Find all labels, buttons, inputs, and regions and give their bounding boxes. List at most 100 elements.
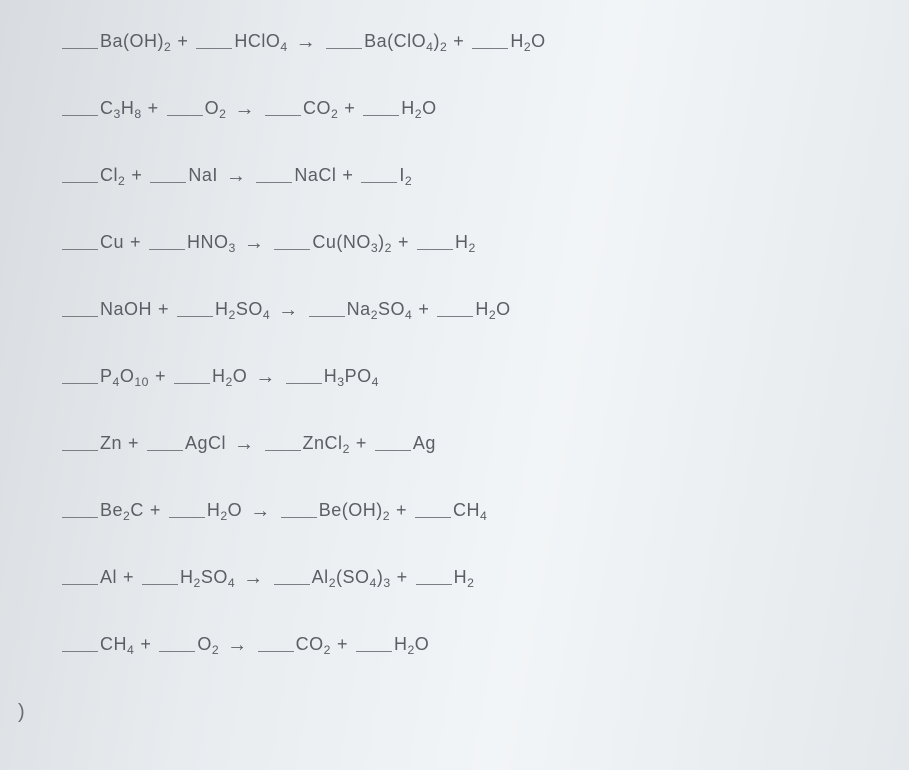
coefficient-blank[interactable]: [62, 34, 98, 49]
equation-row: Ba(OH)2+HClO4→Ba(ClO4)2+H2O: [60, 30, 889, 53]
chemical-species: Al: [100, 567, 117, 588]
chemical-species: H2: [455, 232, 476, 253]
chemical-species: NaCl: [294, 165, 336, 186]
chemical-species: Be(OH)2: [319, 500, 390, 521]
coefficient-blank[interactable]: [356, 637, 392, 652]
coefficient-blank[interactable]: [437, 302, 473, 317]
reaction-arrow: →: [234, 98, 255, 121]
reaction-arrow: →: [243, 567, 264, 590]
coefficient-blank[interactable]: [281, 503, 317, 518]
plus-sign: +: [140, 634, 151, 655]
chemical-species: C3H8: [100, 98, 142, 119]
chemical-species: CO2: [296, 634, 331, 655]
equation-row: Cl2 + NaI → NaCl + I2: [60, 164, 889, 187]
coefficient-blank[interactable]: [177, 302, 213, 317]
chemical-species: H2: [454, 567, 475, 588]
chemical-species: H3PO4: [324, 366, 379, 387]
stray-paren: ): [18, 701, 25, 724]
coefficient-blank[interactable]: [149, 235, 185, 250]
coefficient-blank[interactable]: [361, 168, 397, 183]
plus-sign: +: [150, 500, 161, 521]
plus-sign: +: [342, 165, 353, 186]
chemical-species: H2O: [212, 366, 247, 387]
chemical-species: H2O: [401, 98, 436, 119]
coefficient-blank[interactable]: [62, 101, 98, 116]
chemical-species: Ag: [413, 433, 436, 454]
chemical-species: NaI: [188, 165, 218, 186]
reaction-arrow: →: [244, 232, 265, 255]
chemical-species: H2SO4: [180, 567, 235, 588]
coefficient-blank[interactable]: [286, 369, 322, 384]
chemical-species: HNO3: [187, 232, 236, 253]
plus-sign: +: [128, 433, 139, 454]
plus-sign: +: [356, 433, 367, 454]
coefficient-blank[interactable]: [375, 436, 411, 451]
reaction-arrow: →: [278, 299, 299, 322]
chemical-species: Cl2: [100, 165, 125, 186]
plus-sign: +: [344, 98, 355, 119]
chemical-species: I2: [399, 165, 412, 186]
reaction-arrow: →: [226, 165, 247, 188]
coefficient-blank[interactable]: [274, 235, 310, 250]
coefficient-blank[interactable]: [167, 101, 203, 116]
chemical-species: CH4: [100, 634, 134, 655]
chemical-species: H2O: [207, 500, 242, 521]
reaction-arrow: →: [250, 500, 271, 523]
equation-row: Be2C + H2O → Be(OH)2 + CH4: [60, 499, 889, 522]
chemical-species: CO2: [303, 98, 338, 119]
coefficient-blank[interactable]: [326, 34, 362, 49]
worksheet-page: Ba(OH)2+HClO4→Ba(ClO4)2+H2OC3H8+O2→CO2+H…: [0, 0, 909, 770]
coefficient-blank[interactable]: [62, 637, 98, 652]
reaction-arrow: →: [234, 433, 255, 456]
coefficient-blank[interactable]: [62, 369, 98, 384]
coefficient-blank[interactable]: [174, 369, 210, 384]
chemical-species: Ba(OH)2: [100, 31, 171, 52]
plus-sign: +: [148, 98, 159, 119]
coefficient-blank[interactable]: [417, 235, 453, 250]
chemical-species: Al2(SO4)3: [312, 567, 391, 588]
coefficient-blank[interactable]: [142, 570, 178, 585]
equation-row: C3H8+O2→CO2+H2O: [60, 97, 889, 120]
chemical-species: H2O: [394, 634, 429, 655]
chemical-species: NaOH: [100, 299, 152, 320]
reaction-arrow: →: [227, 634, 248, 657]
coefficient-blank[interactable]: [150, 168, 186, 183]
chemical-species: Na2SO4: [347, 299, 413, 320]
chemical-species: Be2C: [100, 500, 144, 521]
coefficient-blank[interactable]: [62, 503, 98, 518]
coefficient-blank[interactable]: [159, 637, 195, 652]
plus-sign: +: [396, 500, 407, 521]
plus-sign: +: [397, 567, 408, 588]
chemical-species: Cu(NO3)2: [312, 232, 392, 253]
coefficient-blank[interactable]: [169, 503, 205, 518]
plus-sign: +: [123, 567, 134, 588]
coefficient-blank[interactable]: [363, 101, 399, 116]
chemical-species: CH4: [453, 500, 487, 521]
coefficient-blank[interactable]: [147, 436, 183, 451]
plus-sign: +: [453, 31, 464, 52]
plus-sign: +: [130, 232, 141, 253]
coefficient-blank[interactable]: [256, 168, 292, 183]
chemical-species: Ba(ClO4)2: [364, 31, 447, 52]
chemical-species: O2: [197, 634, 219, 655]
coefficient-blank[interactable]: [416, 570, 452, 585]
equation-row: NaOH+H2SO4→Na2SO4+H2O: [60, 298, 889, 321]
coefficient-blank[interactable]: [62, 436, 98, 451]
coefficient-blank[interactable]: [62, 570, 98, 585]
coefficient-blank[interactable]: [258, 637, 294, 652]
equation-row: CH4+O2→CO2+H2O: [60, 633, 889, 656]
coefficient-blank[interactable]: [196, 34, 232, 49]
coefficient-blank[interactable]: [472, 34, 508, 49]
reaction-arrow: →: [296, 31, 317, 54]
coefficient-blank[interactable]: [415, 503, 451, 518]
coefficient-blank[interactable]: [265, 436, 301, 451]
coefficient-blank[interactable]: [265, 101, 301, 116]
coefficient-blank[interactable]: [62, 168, 98, 183]
plus-sign: +: [418, 299, 429, 320]
coefficient-blank[interactable]: [62, 302, 98, 317]
coefficient-blank[interactable]: [62, 235, 98, 250]
coefficient-blank[interactable]: [274, 570, 310, 585]
plus-sign: +: [131, 165, 142, 186]
chemical-species: H2O: [475, 299, 510, 320]
coefficient-blank[interactable]: [309, 302, 345, 317]
